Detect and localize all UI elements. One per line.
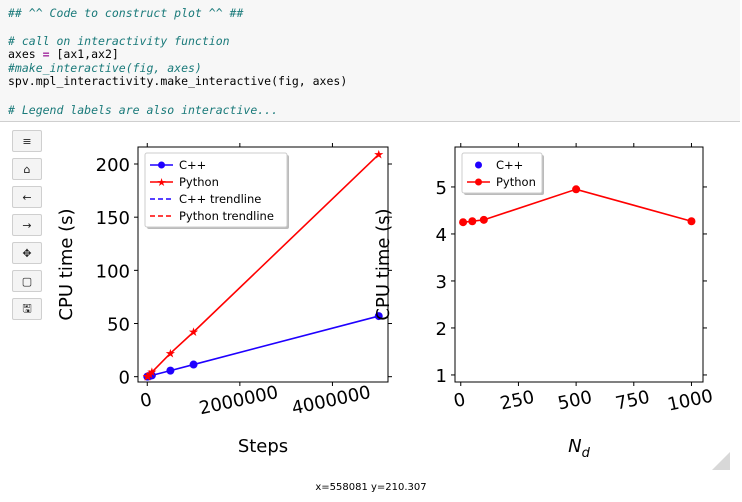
- data-point: ★: [147, 365, 158, 379]
- x-tick-label: 750: [614, 387, 652, 415]
- legend-label[interactable]: C++: [179, 158, 206, 172]
- plot-axes-2: 1 2 3 4 5 0 250 500 750 1000 CPU time (s) Nd C++ Pyth…: [373, 143, 715, 461]
- legend-label[interactable]: Python trendline: [179, 209, 274, 223]
- home-icon: ⌂: [23, 162, 31, 176]
- data-point: ★: [373, 147, 384, 161]
- back-button[interactable]: ←: [12, 186, 42, 208]
- code-line: spv.mpl_interactivity.make_interactive(f…: [8, 74, 348, 88]
- data-point: [468, 217, 477, 226]
- pan-icon: ✥: [22, 246, 32, 260]
- code-line: # call on interactivity function: [8, 34, 230, 48]
- legend-label[interactable]: C++ trendline: [179, 192, 261, 206]
- data-point: ★: [142, 369, 153, 383]
- x-axis-label: Nd: [568, 436, 590, 461]
- menu-button[interactable]: ≡: [12, 130, 42, 152]
- y-tick-label: 0: [119, 368, 130, 389]
- y-tick-label: 200: [96, 155, 130, 176]
- y-axis-label: CPU time (s): [56, 208, 77, 320]
- x-tick-label: 4000000: [290, 382, 373, 419]
- data-point: [479, 215, 488, 224]
- forward-button[interactable]: →: [12, 214, 42, 236]
- code-cell[interactable]: ## ^^ Code to construct plot ^^ ## # call…: [0, 0, 740, 122]
- code-line: axes = [ax1,ax2]: [8, 47, 119, 61]
- y-tick-label: 1: [436, 366, 447, 387]
- y-tick-label: 3: [436, 272, 447, 293]
- legend-label[interactable]: C++: [496, 158, 523, 172]
- data-point: ★: [144, 367, 155, 381]
- data-point: [459, 218, 468, 227]
- x-tick-label: 0: [452, 389, 468, 412]
- y-tick-label: 4: [436, 225, 447, 246]
- zoom-rect-icon: ▢: [21, 274, 33, 288]
- legend-marker: ★: [157, 176, 167, 189]
- save-icon: 🖫: [22, 301, 32, 315]
- legend-label[interactable]: Python: [179, 175, 219, 189]
- x-tick-label: 1000: [666, 386, 715, 416]
- plot-toolbar: ≡ ⌂ ← → ✥ ▢ 🖫: [12, 130, 42, 326]
- data-point: [189, 360, 198, 369]
- data-point: [572, 185, 581, 194]
- data-point: [166, 366, 175, 375]
- data-point: ★: [188, 325, 199, 339]
- legend-label[interactable]: Python: [496, 175, 536, 189]
- y-tick-label: 50: [107, 315, 130, 336]
- home-button[interactable]: ⌂: [12, 158, 42, 180]
- zoom-rect-button[interactable]: ▢: [12, 270, 42, 292]
- cursor-coordinates: x=558081 y=210.307: [315, 482, 427, 493]
- x-tick-label: 0: [138, 389, 154, 412]
- x-axis-label: Steps: [238, 436, 288, 457]
- legend: [144, 152, 288, 228]
- data-point: ★: [142, 369, 153, 383]
- plot-axes-1: 0 50 100 150 200 0 2000000 4000000 CPU time (s) S…: [56, 143, 392, 457]
- y-tick-label: 150: [96, 208, 130, 229]
- back-icon: ←: [22, 190, 32, 204]
- legend: [461, 152, 543, 194]
- y-tick-label: 100: [96, 261, 130, 282]
- x-tick-label: 250: [498, 387, 536, 415]
- code-line: # Legend labels are also interactive...: [8, 103, 279, 117]
- legend-marker: [475, 178, 482, 186]
- x-tick-label: 500: [556, 387, 594, 415]
- series-line-python: [146, 153, 380, 378]
- legend-marker: [158, 161, 165, 169]
- data-point: [374, 312, 383, 321]
- y-axis-label: CPU time (s): [373, 208, 394, 320]
- menu-icon: ≡: [22, 134, 32, 148]
- legend-marker: [475, 161, 482, 169]
- data-point: [687, 217, 696, 226]
- save-button[interactable]: 🖫: [12, 298, 42, 320]
- x-tick-label: 2000000: [197, 382, 280, 419]
- code-line: #make_interactive(fig, axes): [8, 61, 202, 75]
- pan-button[interactable]: ✥: [12, 242, 42, 264]
- forward-icon: →: [22, 218, 32, 232]
- y-tick-label: 5: [436, 178, 447, 199]
- y-tick-label: 2: [436, 319, 447, 340]
- data-point: ★: [165, 346, 176, 360]
- resize-handle[interactable]: [712, 452, 730, 470]
- code-line: ## ^^ Code to construct plot ^^ ##: [8, 6, 244, 20]
